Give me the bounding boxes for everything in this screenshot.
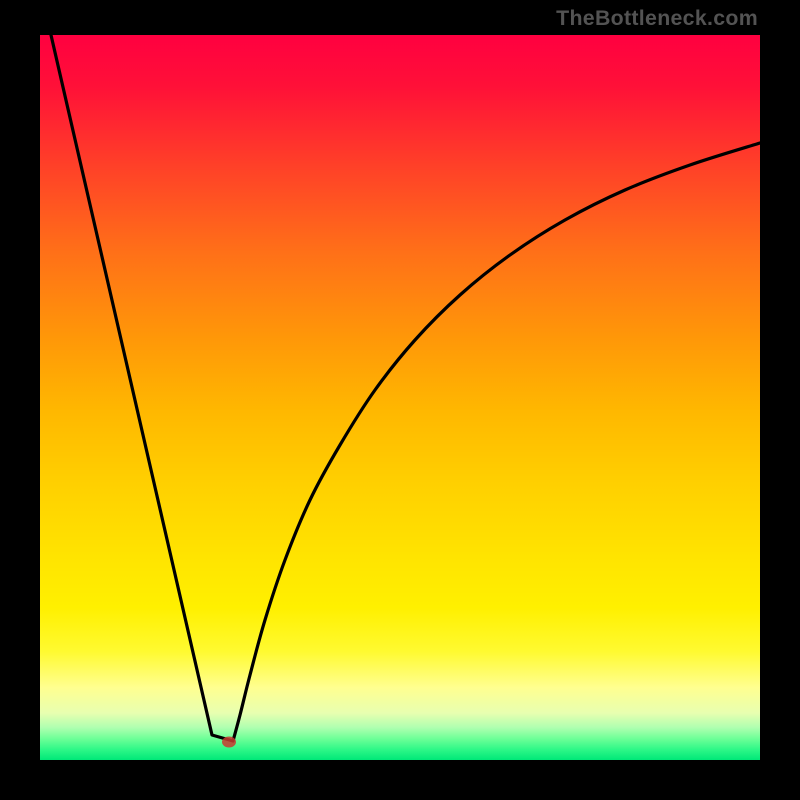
chart-frame: TheBottleneck.com	[0, 0, 800, 800]
plot-area	[40, 35, 760, 760]
curve-path	[51, 35, 760, 741]
attribution-text: TheBottleneck.com	[556, 6, 758, 31]
bottleneck-curve	[40, 35, 760, 760]
valley-marker	[222, 737, 236, 748]
